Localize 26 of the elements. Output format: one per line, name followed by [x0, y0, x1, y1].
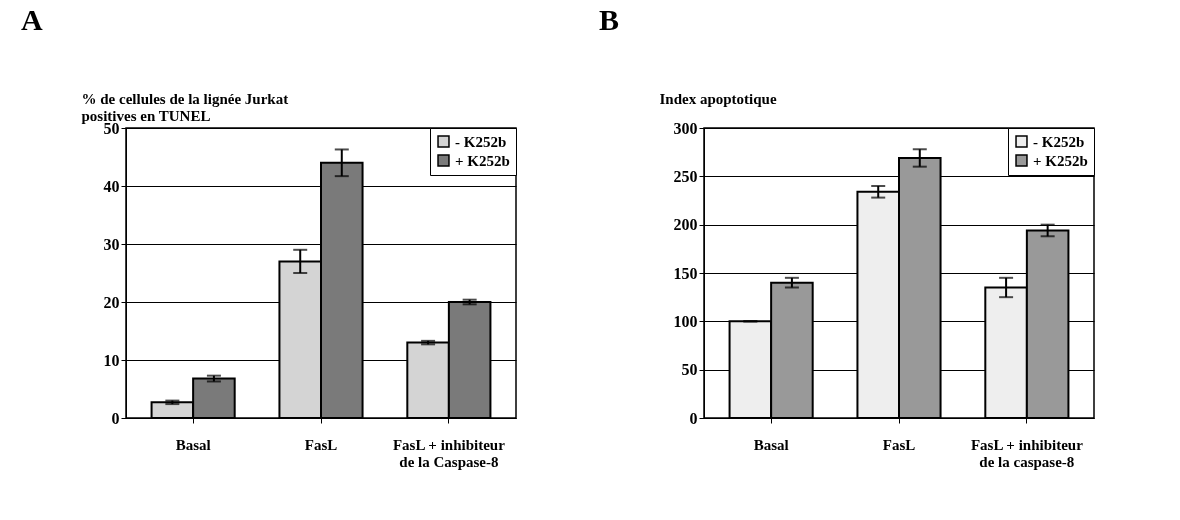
- chart-title: A: [21, 3, 43, 36]
- x-tick-label: FasL: [304, 436, 338, 453]
- y-tick-label: 10: [103, 351, 120, 369]
- y-tick-label: 20: [103, 293, 120, 311]
- chart-title: B: [599, 3, 620, 36]
- y-tick-label: 300: [673, 119, 698, 137]
- y-tick-label: 100: [673, 312, 698, 330]
- y-axis-title: % de cellules de la lignée Jurkat positives en TUNEL: [81, 90, 289, 124]
- legend-label: + K252b: [455, 152, 510, 169]
- x-tick-label: FasL + inhibiteur de la caspase-8: [970, 436, 1084, 470]
- y-tick-label: 150: [673, 264, 698, 282]
- y-axis-title: Index apoptotique: [659, 90, 777, 107]
- legend-label: - K252b: [1033, 133, 1085, 150]
- y-tick-label: 50: [681, 361, 698, 379]
- legend-label: + K252b: [1033, 152, 1088, 169]
- x-tick-label: Basal: [753, 436, 789, 453]
- y-tick-label: 0: [111, 409, 120, 427]
- y-tick-label: 250: [673, 167, 698, 185]
- x-tick-label: Basal: [175, 436, 211, 453]
- x-tick-label: FasL: [882, 436, 916, 453]
- y-tick-label: 40: [103, 177, 120, 195]
- y-tick-label: 0: [689, 409, 698, 427]
- y-tick-label: 30: [103, 235, 120, 253]
- y-tick-label: 200: [673, 216, 698, 234]
- x-tick-label: FasL + inhibiteur de la Caspase-8: [392, 436, 506, 470]
- legend-label: - K252b: [455, 133, 507, 150]
